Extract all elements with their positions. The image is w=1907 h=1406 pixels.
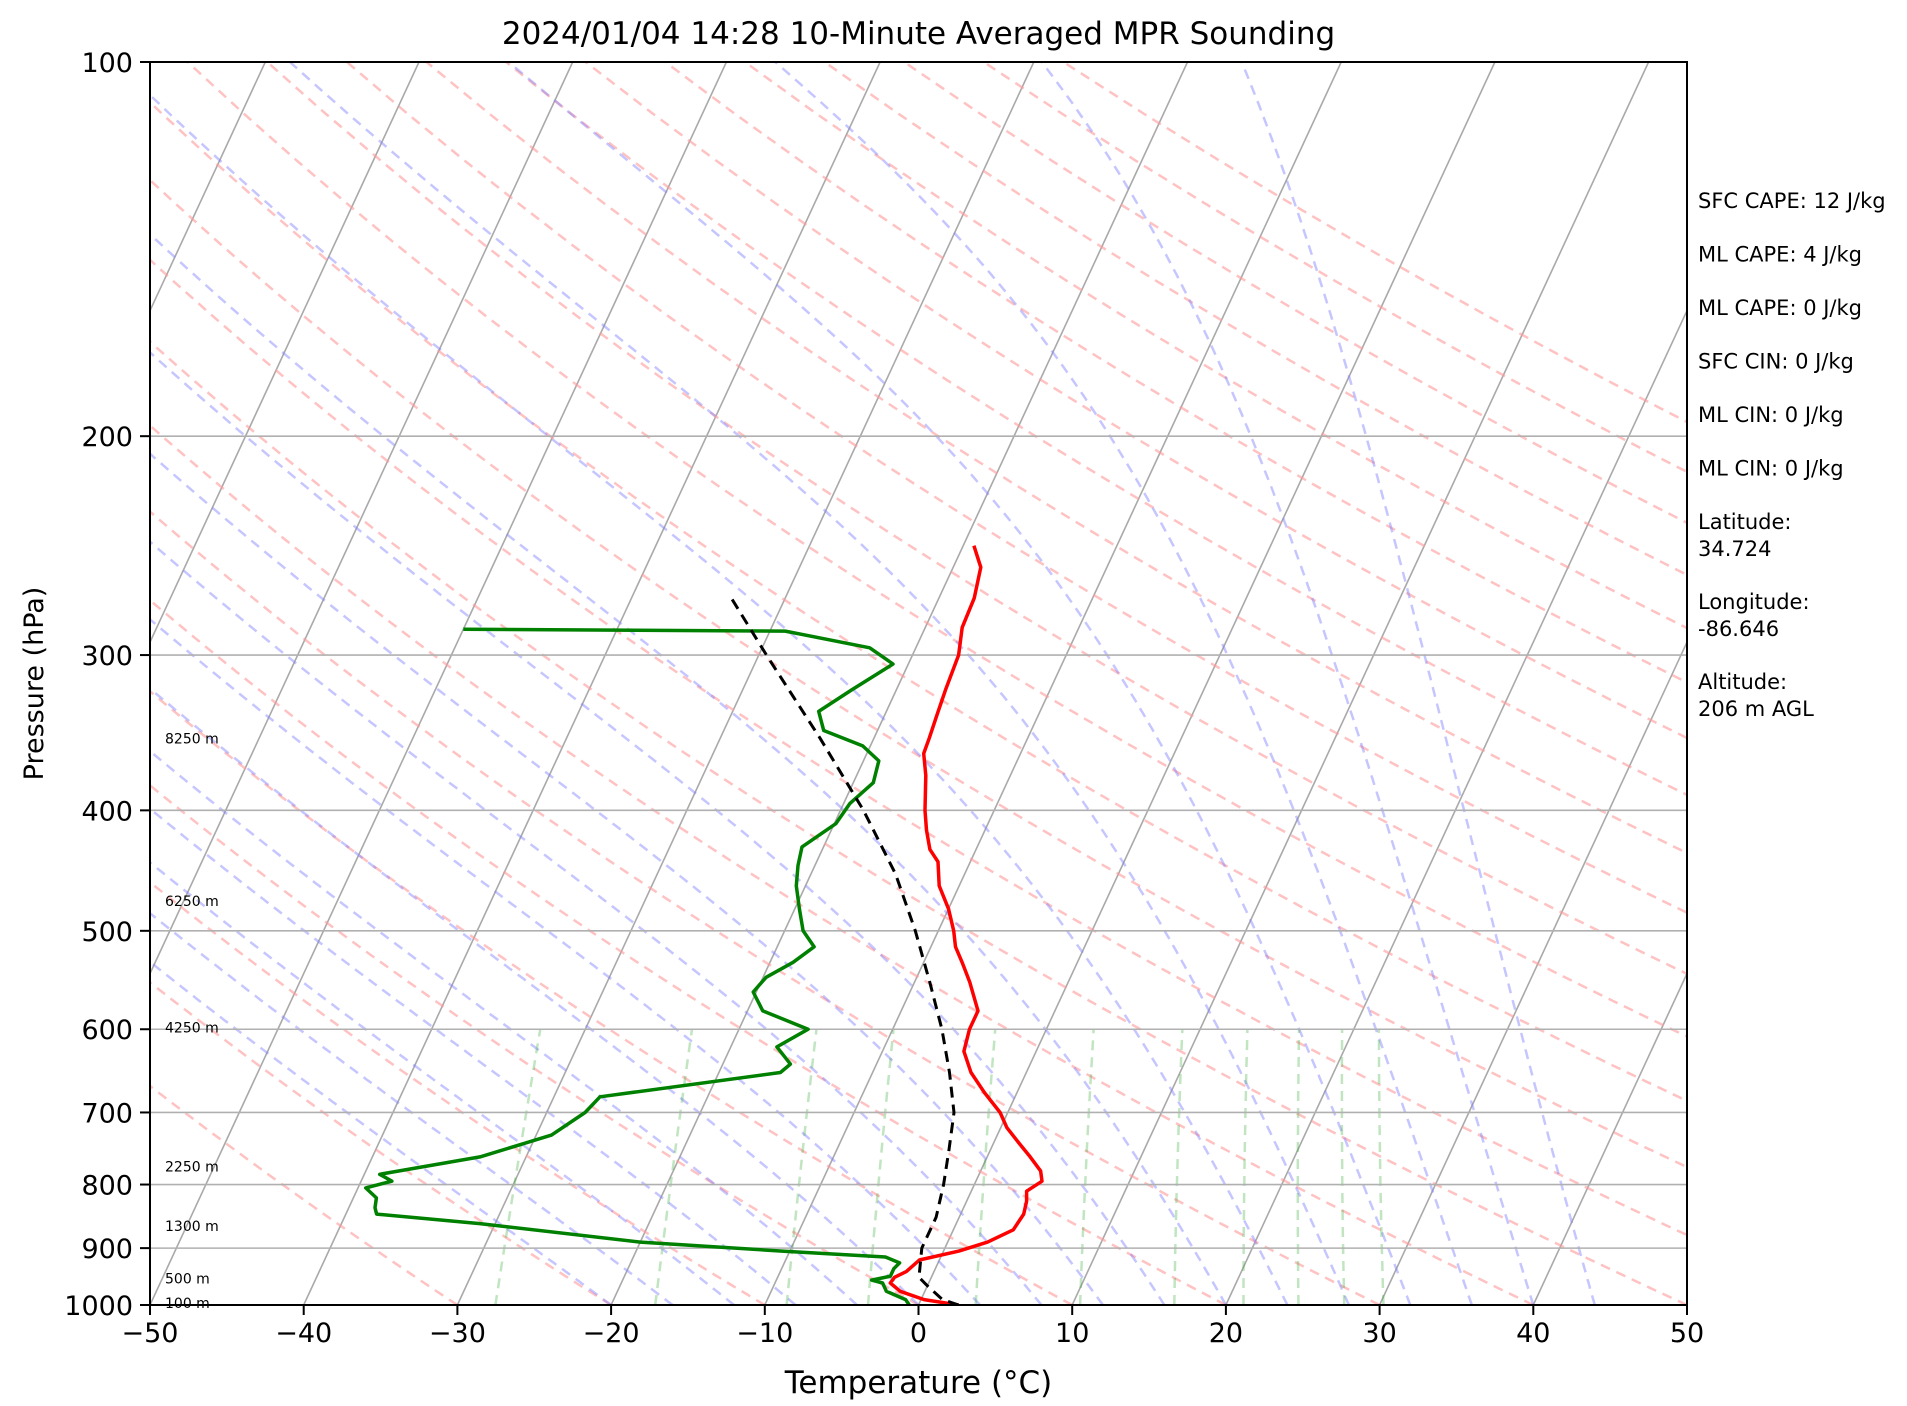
annotation-text: Altitude: 206 m AGL [1698,670,1814,721]
isotherm [302,62,881,1305]
moist-adiabat [150,807,797,1305]
annotation-text: ML CAPE: 0 J/kg [1698,296,1862,320]
dry-adiabat [150,339,1687,1305]
isotherm [1225,308,1687,1305]
x-tick-label: 10 [1055,1318,1089,1349]
isotherm [1532,971,1687,1305]
annotation-text: ML CIN: 0 J/kg [1698,403,1844,427]
annotation-text: Latitude: 34.724 [1698,510,1792,561]
isotherm [150,62,420,644]
isotherm [1071,62,1650,1305]
y-axis: 100 200 300 400 500 600 700 800 900 1000 [64,48,150,1322]
y-tick-label: 900 [81,1234,133,1265]
x-tick-label: −50 [122,1318,179,1349]
x-tick-label: 30 [1362,1318,1396,1349]
moist-adiabat [507,62,1412,1305]
y-axis-label: Pressure (hPa) [19,587,50,781]
dry-adiabat [150,178,1687,1169]
y-tick-label: 400 [81,796,133,827]
x-tick-label: −10 [736,1318,793,1349]
isotherm [610,62,1189,1305]
dry-adiabat [150,1084,459,1305]
moist-adiabat [289,62,1351,1305]
x-tick-label: 40 [1516,1318,1550,1349]
moist-adiabat [150,686,920,1305]
dry-adiabat [150,423,1534,1305]
dry-adiabat [150,980,612,1305]
dry-adiabat [744,62,1687,630]
dry-adiabat [266,62,1687,976]
isotherm [1378,640,1687,1305]
height-label: 500 m [165,1271,210,1287]
y-tick-label: 800 [81,1171,133,1202]
isotherm [917,62,1496,1305]
x-axis: −50 −40 −30 −20 −10 0 10 20 30 40 50 [122,1305,1704,1349]
height-label: 6250 m [165,894,219,910]
height-label: 2250 m [165,1160,219,1176]
moist-adiabat [150,860,735,1305]
annotation-text: SFC CIN: 0 J/kg [1698,350,1854,374]
x-tick-label: −40 [275,1318,332,1349]
isotherm [764,62,1342,1305]
height-label: 8250 m [165,731,219,747]
moist-adiabat [150,93,1289,1305]
dry-adiabat [150,100,1687,1103]
x-tick-label: 0 [910,1318,927,1349]
temperature-line [888,545,1044,1305]
moist-adiabat [150,617,981,1305]
x-tick-label: 50 [1670,1318,1704,1349]
background-lines [150,62,1687,1305]
moist-adiabat [774,62,1473,1305]
height-labels: 100 m 500 m 1300 m 2250 m 4250 m 6250 m 8250 m [165,731,219,1312]
height-label: 1300 m [165,1219,219,1235]
moist-adiabat [150,232,1227,1305]
dry-adiabat [150,689,1073,1305]
chart-title: 2024/01/04 14:28 10-Minute Averaged MPR … [502,16,1335,52]
annotation-text: SFC CAPE: 12 J/kg [1698,189,1886,213]
dry-adiabat [150,258,1687,1237]
moist-adiabat [150,452,1104,1305]
isotherm [150,62,728,1305]
isotherm [150,62,574,976]
y-tick-label: 100 [81,48,133,79]
y-tick-label: 200 [81,422,133,453]
dry-adiabat [505,62,1687,797]
parcel-line [730,597,959,1305]
dewpoint-line [363,627,911,1305]
moist-adiabat [150,540,1043,1305]
x-tick-label: −30 [429,1318,486,1349]
isotherm [150,62,267,313]
dry-adiabat [823,62,1687,577]
annotation-text: Longitude: -86.646 [1698,590,1810,641]
dry-adiabat [150,510,1381,1305]
y-tick-label: 1000 [64,1291,133,1322]
sounding-series [363,545,1044,1305]
isotherm [456,62,1035,1305]
y-tick-label: 300 [81,641,133,672]
annotation-text: ML CAPE: 4 J/kg [1698,243,1862,267]
moist-adiabat [1040,62,1535,1305]
y-tick-label: 600 [81,1015,133,1046]
dry-adiabat [150,783,920,1305]
y-tick-label: 700 [81,1098,133,1129]
annotation-text: ML CIN: 0 J/kg [1698,457,1844,481]
height-label: 4250 m [165,1020,219,1036]
moist-adiabat [1240,62,1597,1305]
y-tick-label: 500 [81,917,133,948]
x-axis-label: Temperature (°C) [784,1365,1053,1401]
x-tick-label: −20 [583,1318,640,1349]
moist-adiabat [150,350,1166,1305]
dry-adiabat [150,880,766,1305]
dry-adiabat [584,62,1687,740]
sounding-annotations: SFC CAPE: 12 J/kg ML CAPE: 4 J/kg ML CAPE:… [1698,189,1886,721]
height-label: 100 m [165,1296,210,1312]
x-tick-label: 20 [1209,1318,1243,1349]
